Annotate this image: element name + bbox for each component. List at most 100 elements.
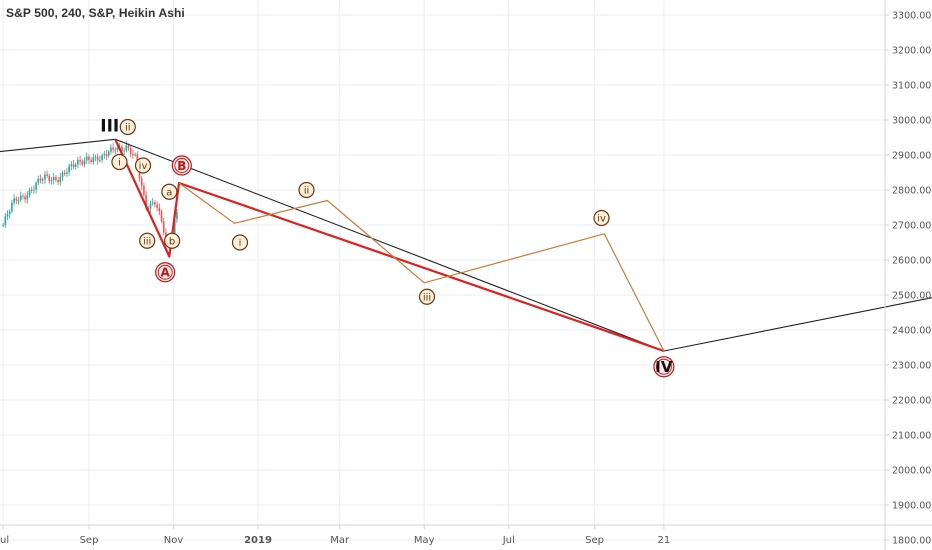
candle-body	[55, 177, 57, 180]
candle-body	[46, 174, 48, 176]
candle-body	[88, 156, 90, 160]
candle-body	[50, 180, 53, 182]
wave-label-circle	[164, 232, 181, 249]
wave-label-text: iii	[143, 236, 151, 247]
wave-label-text: ii	[304, 186, 310, 197]
candle-body	[30, 189, 33, 191]
candle-body	[92, 157, 95, 162]
wave-label-circle	[111, 153, 128, 171]
candle-body	[24, 196, 26, 200]
wave-label-b: B	[171, 155, 192, 176]
price-tick-label: 2200.00	[892, 396, 931, 407]
chart-title: S&P 500, 240, S&P, Heikin Ashi	[6, 6, 185, 20]
candle-body	[11, 202, 13, 212]
wave-label-i: i	[231, 234, 249, 251]
price-tick-label: 2600.00	[892, 256, 931, 267]
time-axis[interactable]: Jul Sep Nov 2019 Mar May Jul Sep 21	[0, 524, 932, 546]
candle-body	[77, 159, 79, 165]
candle-body	[123, 150, 125, 152]
candle-body	[116, 147, 119, 151]
candle-body	[121, 146, 123, 151]
candle-body	[15, 198, 18, 201]
candle-body	[145, 195, 147, 209]
wave-label-text: III	[100, 116, 119, 136]
wave-label-iv: IV	[653, 356, 675, 378]
candle-body	[70, 164, 73, 166]
wave-label-a: a	[161, 183, 178, 200]
price-tick-label: 2300.00	[892, 361, 931, 372]
price-tick-label: 2800.00	[892, 186, 931, 197]
time-tick-label: May	[414, 535, 435, 546]
time-tick-label: 21	[658, 535, 671, 546]
candle-body	[127, 145, 130, 149]
candle-body	[176, 212, 178, 220]
wave-label-a: A	[155, 262, 176, 283]
candle-body	[151, 202, 154, 204]
candle-body	[110, 147, 112, 152]
wave-label-text: iv	[139, 161, 148, 172]
grid-lines	[0, 0, 885, 541]
candle-body	[94, 156, 97, 158]
price-tick-label: 1900.00	[892, 501, 931, 512]
candle-body	[41, 179, 44, 181]
candle-body	[6, 214, 9, 217]
candle-body	[57, 179, 59, 183]
candle-body	[103, 154, 106, 156]
wave-label-inner-circle	[174, 158, 190, 173]
primary-wave-line	[0, 138, 932, 352]
wave-label-text: iv	[597, 214, 606, 225]
wave-label-b: b	[164, 232, 181, 249]
price-axis[interactable]: 1800.00 1900.00 2000.00 2100.00 2200.00 2300.…	[884, 0, 931, 550]
candle-body	[63, 172, 66, 175]
candle-body	[52, 177, 55, 181]
candle-body	[154, 202, 156, 205]
wave-label-text: A	[161, 266, 171, 280]
candle-body	[140, 178, 143, 186]
candle-body	[48, 175, 51, 181]
price-tick-label: 3200.00	[892, 46, 931, 57]
price-tick-label: 3000.00	[892, 116, 931, 127]
price-tick-label: 2700.00	[892, 221, 931, 232]
candle-body	[125, 145, 128, 151]
time-tick-label: Jul	[0, 535, 9, 546]
wave-label-iii: III	[100, 116, 119, 136]
candle-body	[90, 159, 92, 162]
wave-label-text: b	[169, 236, 175, 247]
wave-label-iv: iv	[134, 157, 152, 174]
candle-body	[66, 172, 68, 175]
wave-label-ii: ii	[298, 181, 315, 199]
candle-body	[2, 225, 4, 226]
candle-body	[149, 203, 152, 209]
candle-body	[143, 185, 145, 196]
candle-body	[13, 198, 15, 203]
candle-body	[165, 232, 167, 238]
price-tick-label: 2000.00	[892, 466, 931, 477]
abc-correction-line	[114, 138, 665, 353]
time-tick-label: Jul	[502, 535, 515, 546]
candle-body	[4, 216, 7, 225]
wave-label-circle	[231, 234, 249, 251]
candle-body	[72, 164, 75, 167]
wave-label-circle	[119, 118, 136, 136]
price-tick-label: 1800.00	[892, 536, 931, 547]
candle-body	[132, 153, 134, 155]
wave-label-circle	[134, 157, 152, 174]
wave-label-ii: ii	[119, 118, 136, 136]
candle-body	[105, 154, 108, 156]
price-tick-label: 2400.00	[892, 326, 931, 337]
price-tick-label: 2100.00	[892, 431, 931, 442]
wave-label-text: B	[177, 159, 186, 173]
price-tick-label: 3300.00	[892, 11, 931, 22]
candle-body	[136, 154, 139, 165]
candle-body	[59, 177, 62, 183]
wave-label-i: i	[111, 153, 128, 171]
price-tick-label: 3100.00	[892, 81, 931, 92]
wave-label-text: ii	[125, 123, 131, 134]
candle-body	[129, 148, 132, 154]
candle-body	[17, 200, 20, 202]
time-tick-label: Nov	[164, 535, 184, 546]
candle-body	[33, 189, 35, 191]
wave-label-text: i	[118, 158, 121, 169]
